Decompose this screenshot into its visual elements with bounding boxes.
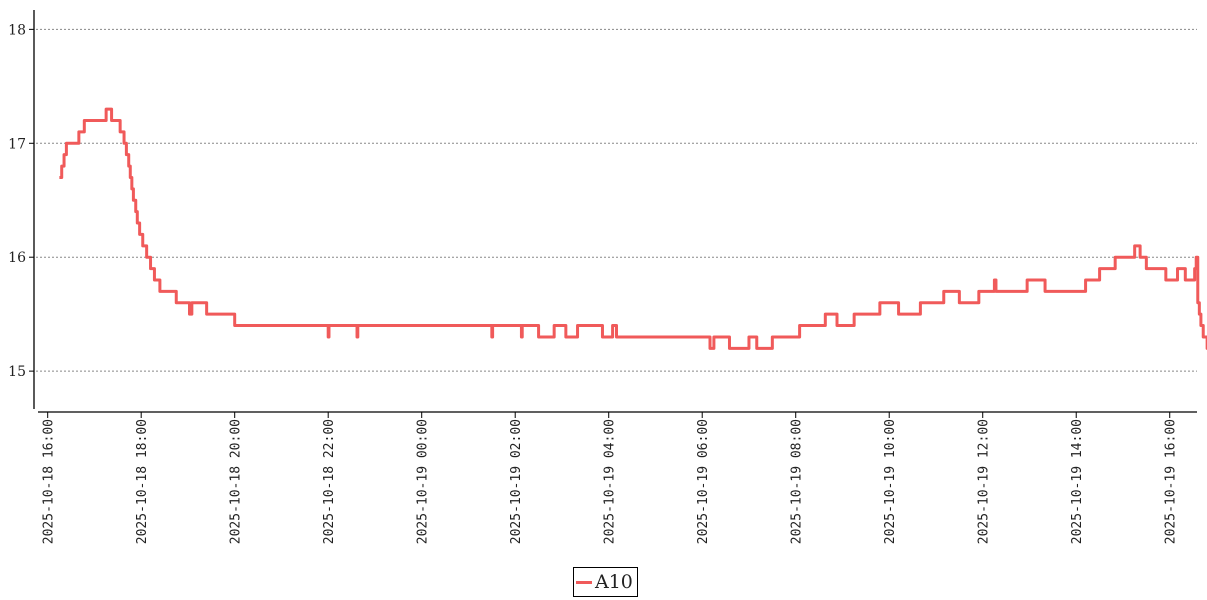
- x-tick-label: 2025-10-19 14:00: [1070, 419, 1085, 544]
- y-tick-label: 17: [8, 136, 26, 152]
- y-tick-label: 18: [8, 22, 26, 38]
- x-tick-label: 2025-10-19 06:00: [696, 419, 711, 544]
- x-tick-label: 2025-10-18 18:00: [135, 419, 150, 544]
- x-tick-label: 2025-10-19 00:00: [416, 419, 431, 544]
- y-tick-label: 15: [8, 364, 26, 380]
- x-tick-label: 2025-10-19 04:00: [603, 419, 618, 544]
- legend-swatch: [576, 580, 592, 584]
- y-tick-labels: 15 16 17 18: [8, 22, 34, 380]
- x-tick-label: 2025-10-19 02:00: [509, 419, 524, 544]
- legend-label: A10: [595, 571, 633, 593]
- x-tick-label: 2025-10-19 10:00: [883, 419, 898, 544]
- x-tick-label: 2025-10-19 16:00: [1164, 419, 1179, 544]
- x-tick-labels: 2025-10-18 16:00 2025-10-18 18:00 2025-10-…: [42, 412, 1179, 544]
- axes: [33, 10, 1197, 413]
- series-lines: [59, 107, 1207, 350]
- series-line-a10: [59, 107, 1207, 350]
- x-tick-label: 2025-10-18 20:00: [229, 419, 244, 544]
- x-tick-label: 2025-10-19 12:00: [977, 419, 992, 544]
- x-tick-label: 2025-10-18 22:00: [322, 419, 337, 544]
- x-tick-label: 2025-10-19 08:00: [790, 419, 805, 544]
- y-tick-label: 16: [8, 250, 26, 266]
- grid-lines: [36, 28, 1197, 372]
- legend: A10: [573, 567, 638, 597]
- x-tick-label: 2025-10-18 16:00: [42, 419, 57, 544]
